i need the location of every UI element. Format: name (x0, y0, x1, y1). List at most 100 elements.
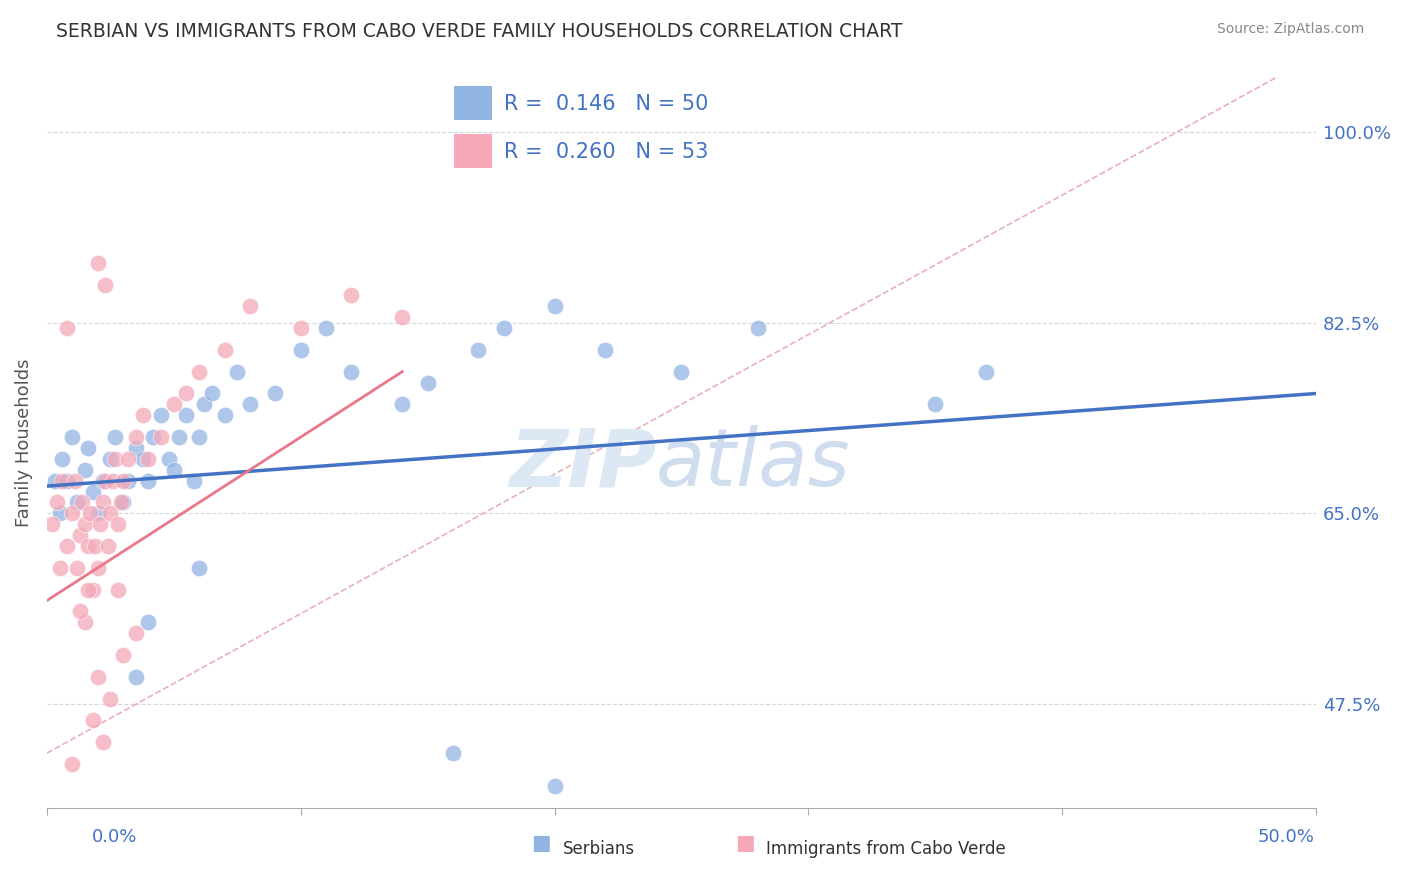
Point (46, 495, 69, 509)
Point (76, 539, 98, 553)
Point (76, 582, 98, 597)
Point (60, 430, 83, 444)
Point (107, 582, 129, 597)
Point (73, 517, 96, 532)
Point (73, 615, 96, 630)
Point (467, 343, 489, 357)
Point (104, 451, 127, 466)
Point (492, 321, 515, 335)
Point (86, 670, 108, 684)
Text: ■: ■ (531, 833, 551, 853)
Point (226, 365, 249, 379)
Point (188, 430, 211, 444)
Point (125, 430, 148, 444)
Point (82, 582, 104, 597)
Point (150, 430, 173, 444)
Point (94, 277, 117, 292)
Point (167, 430, 190, 444)
Point (41, 517, 63, 532)
Point (150, 409, 173, 423)
Point (340, 288, 363, 302)
Point (176, 409, 198, 423)
Point (183, 474, 205, 488)
Point (543, 779, 565, 793)
Point (595, 343, 617, 357)
Point (94, 474, 117, 488)
Point (671, 365, 693, 379)
Point (56, 474, 79, 488)
Point (132, 409, 155, 423)
Point (239, 397, 262, 411)
Point (110, 495, 132, 509)
Point (69, 528, 91, 542)
Point (66, 495, 89, 509)
Point (72, 495, 94, 509)
Point (747, 321, 769, 335)
Point (66, 561, 89, 575)
Point (138, 474, 160, 488)
Point (176, 386, 198, 401)
Point (391, 310, 413, 325)
Point (98, 451, 121, 466)
Point (193, 397, 215, 411)
Point (391, 397, 413, 411)
Point (239, 299, 262, 313)
Point (84, 539, 107, 553)
Point (112, 495, 135, 509)
Point (142, 430, 165, 444)
Point (98, 507, 121, 521)
Text: ZIP: ZIP (509, 425, 657, 503)
Point (117, 474, 139, 488)
Point (163, 397, 186, 411)
Point (138, 451, 160, 466)
Point (214, 409, 236, 423)
Point (86, 256, 108, 270)
Text: Serbians: Serbians (562, 840, 634, 858)
Point (163, 463, 186, 477)
Point (69, 604, 91, 618)
Point (101, 474, 124, 488)
Point (91, 735, 114, 749)
Point (79, 507, 101, 521)
Text: Source: ZipAtlas.com: Source: ZipAtlas.com (1216, 22, 1364, 37)
Point (104, 430, 127, 444)
Point (188, 365, 211, 379)
Point (56, 321, 79, 335)
Point (117, 451, 139, 466)
Point (60, 507, 83, 521)
Point (974, 365, 997, 379)
Point (89, 517, 111, 532)
Point (91, 495, 114, 509)
Point (48, 561, 70, 575)
Point (924, 397, 946, 411)
Point (91, 474, 114, 488)
Point (157, 451, 180, 466)
Text: Immigrants from Cabo Verde: Immigrants from Cabo Verde (766, 840, 1007, 858)
Point (441, 746, 464, 760)
Point (416, 376, 439, 390)
Point (97, 539, 120, 553)
Bar (454, 135, 492, 168)
Point (98, 691, 121, 706)
Point (86, 561, 108, 575)
Point (82, 484, 104, 499)
Point (290, 343, 312, 357)
Point (63, 474, 86, 488)
Text: R =  0.260   N = 53: R = 0.260 N = 53 (503, 142, 709, 161)
Text: 50.0%: 50.0% (1258, 828, 1315, 846)
Text: SERBIAN VS IMMIGRANTS FROM CABO VERDE FAMILY HOUSEHOLDS CORRELATION CHART: SERBIAN VS IMMIGRANTS FROM CABO VERDE FA… (56, 22, 903, 41)
Point (56, 539, 79, 553)
Point (82, 714, 104, 728)
Point (48, 507, 70, 521)
Point (264, 386, 287, 401)
Point (340, 365, 363, 379)
Bar (454, 87, 492, 120)
Point (125, 441, 148, 455)
Point (76, 441, 98, 455)
Text: 0.0%: 0.0% (91, 828, 136, 846)
Point (51, 474, 73, 488)
Point (132, 451, 155, 466)
Point (290, 321, 312, 335)
Point (315, 321, 337, 335)
Point (112, 474, 135, 488)
